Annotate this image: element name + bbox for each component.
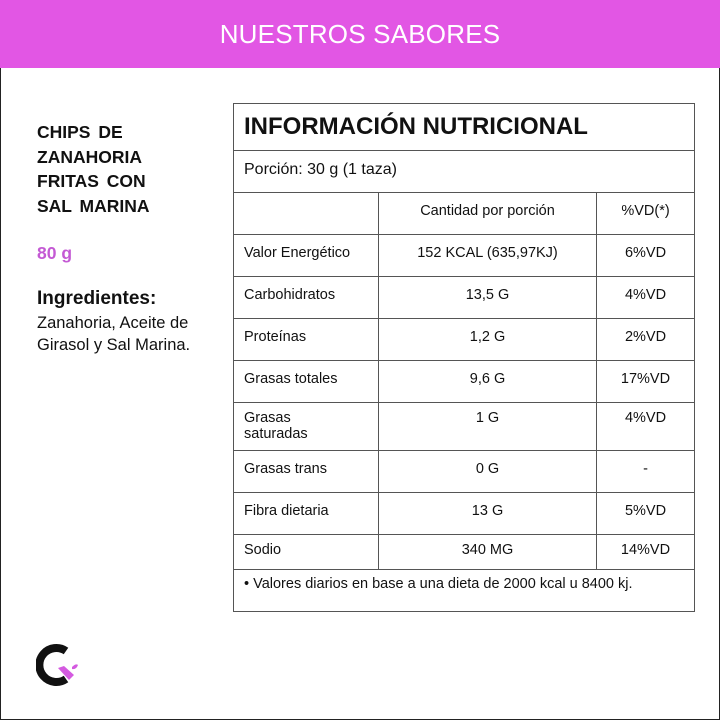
nutrient-name: Valor Energético: [233, 234, 379, 277]
nutrient-dv: 17%VD: [596, 360, 695, 403]
product-name: CHIPS DE ZANAHORIA FRITAS CON SAL MARINA: [37, 122, 150, 216]
table-row: Sodio 340 MG 14%VD: [233, 534, 695, 570]
table-row: Fibra dietaria 13 G 5%VD: [233, 492, 695, 535]
table-header-row: Cantidad por porción %VD(*): [233, 192, 695, 235]
nutrient-dv: 14%VD: [596, 534, 695, 570]
ingredients-text: Zanahoria, Aceite de Girasol y Sal Marin…: [37, 314, 191, 354]
nutrient-amount: 13,5 G: [378, 276, 597, 319]
table-row: Grasas saturadas 1 G 4%VD: [233, 402, 695, 451]
nutrient-dv: 4%VD: [596, 276, 695, 319]
product-weight: 80 g: [37, 243, 73, 263]
table-row: Grasas totales 9,6 G 17%VD: [233, 360, 695, 403]
nutrient-amount: 152 KCAL (635,97KJ): [378, 234, 597, 277]
nutrient-name: Grasas saturadas: [233, 402, 379, 451]
column-header: Cantidad por porción: [378, 192, 597, 235]
brand-logo-icon: [36, 644, 78, 686]
nutrient-dv: 6%VD: [596, 234, 695, 277]
table-row: Grasas trans 0 G-: [233, 450, 695, 493]
nutrient-name: Fibra dietaria: [233, 492, 379, 535]
nutrient-dv: 4%VD: [596, 402, 695, 451]
nutrition-table: INFORMACIÓN NUTRICIONAL Porción: 30 g (1…: [233, 103, 695, 612]
portion-size: Porción: 30 g (1 taza): [233, 150, 695, 193]
nutrient-amount: 1,2 G: [378, 318, 597, 361]
header-banner: NUESTROS SABORES: [0, 0, 720, 68]
column-header: [233, 192, 379, 235]
nutrient-amount: 9,6 G: [378, 360, 597, 403]
nutrient-name: Grasas trans: [233, 450, 379, 493]
nutrient-amount: 340 MG: [378, 534, 597, 570]
nutrient-name: Proteínas: [233, 318, 379, 361]
footnote: • Valores diarios en base a una dieta de…: [233, 569, 695, 612]
table-row: Carbohidratos 13,5 G 4%VD: [233, 276, 695, 319]
nutrient-name: Grasas totales: [233, 360, 379, 403]
nutrient-dv: 5%VD: [596, 492, 695, 535]
nutrient-amount: 1 G: [378, 402, 597, 451]
nutrient-amount: 0 G: [378, 450, 597, 493]
header-title: NUESTROS SABORES: [219, 18, 501, 49]
ingredients-label: Ingredientes:: [37, 288, 157, 309]
nutrient-amount: 13 G: [378, 492, 597, 535]
table-title: INFORMACIÓN NUTRICIONAL: [233, 103, 695, 151]
table-row: Valor Energético 152 KCAL (635,97KJ) 6%VD: [233, 234, 695, 277]
nutrient-dv: -: [596, 450, 695, 493]
nutrient-name: Carbohidratos: [233, 276, 379, 319]
nutrient-name: Sodio: [233, 534, 379, 570]
column-header: %VD(*): [596, 192, 695, 235]
table-row: Proteínas 1,2 G 2%VD: [233, 318, 695, 361]
nutrient-dv: 2%VD: [596, 318, 695, 361]
